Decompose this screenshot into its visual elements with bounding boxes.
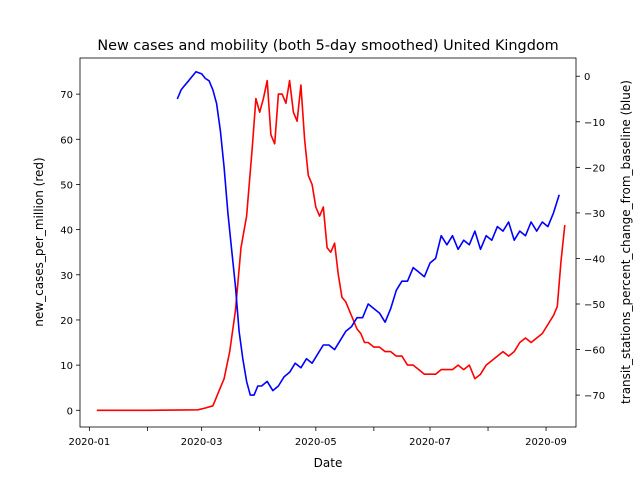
right-y-tick-label: −30 xyxy=(584,209,605,220)
right-y-tick-label: −60 xyxy=(584,346,605,357)
left-y-tick-label: 70 xyxy=(60,90,73,101)
right-y-tick-label: −40 xyxy=(584,254,605,265)
x-tick-label: 2020-03 xyxy=(181,437,223,448)
series-line-new-cases-per-million xyxy=(96,79,566,412)
left-y-tick-label: 10 xyxy=(60,361,73,372)
right-y-tick-label: 0 xyxy=(584,72,590,83)
x-tick-label: 2020-01 xyxy=(68,437,110,448)
right-y-tick-label: −10 xyxy=(584,118,605,129)
x-tick-label: 2020-05 xyxy=(295,437,337,448)
left-y-tick-label: 0 xyxy=(67,406,73,417)
right-y-tick-label: −70 xyxy=(584,391,605,402)
right-y-axis: 0 −10 −20 −30 −40 −50 −60 −70 xyxy=(576,72,605,402)
x-tick-label: 2020-09 xyxy=(525,437,567,448)
left-y-tick-label: 20 xyxy=(60,316,73,327)
left-y-tick-label: 60 xyxy=(60,135,73,146)
left-y-axis-label: new_cases_per_million (red) xyxy=(32,157,46,326)
right-y-tick-label: −50 xyxy=(584,300,605,311)
x-axis: 2020-01 2020-03 2020-05 2020-07 2020-09 xyxy=(68,427,567,448)
x-tick-label: 2020-07 xyxy=(409,437,451,448)
series-layer xyxy=(96,70,566,412)
left-y-tick-label: 40 xyxy=(60,226,73,237)
x-axis-label: Date xyxy=(314,456,343,470)
series-line-transit-stations-percent-change-from-baseline xyxy=(176,70,560,396)
plot-frame xyxy=(79,57,577,428)
left-y-tick-label: 30 xyxy=(60,271,73,282)
left-y-tick-label: 50 xyxy=(60,180,73,191)
right-y-axis-label: transit_stations_percent_change_from_bas… xyxy=(619,80,633,404)
chart-title: New cases and mobility (both 5-day smoot… xyxy=(97,38,558,54)
right-y-tick-label: −20 xyxy=(584,163,605,174)
left-y-axis: 0 10 20 30 40 50 60 70 xyxy=(60,90,80,417)
